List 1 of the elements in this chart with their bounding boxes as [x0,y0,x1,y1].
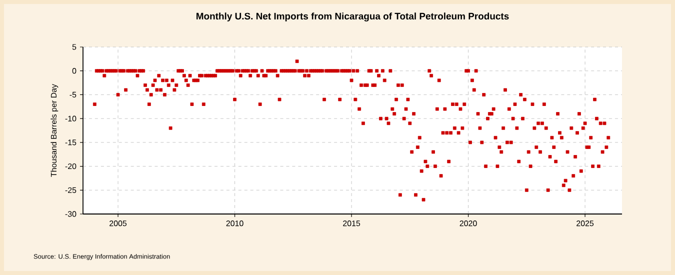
chart-title: Monthly U.S. Net Imports from Nicaragua of Total Petroleum Products [196,12,509,22]
